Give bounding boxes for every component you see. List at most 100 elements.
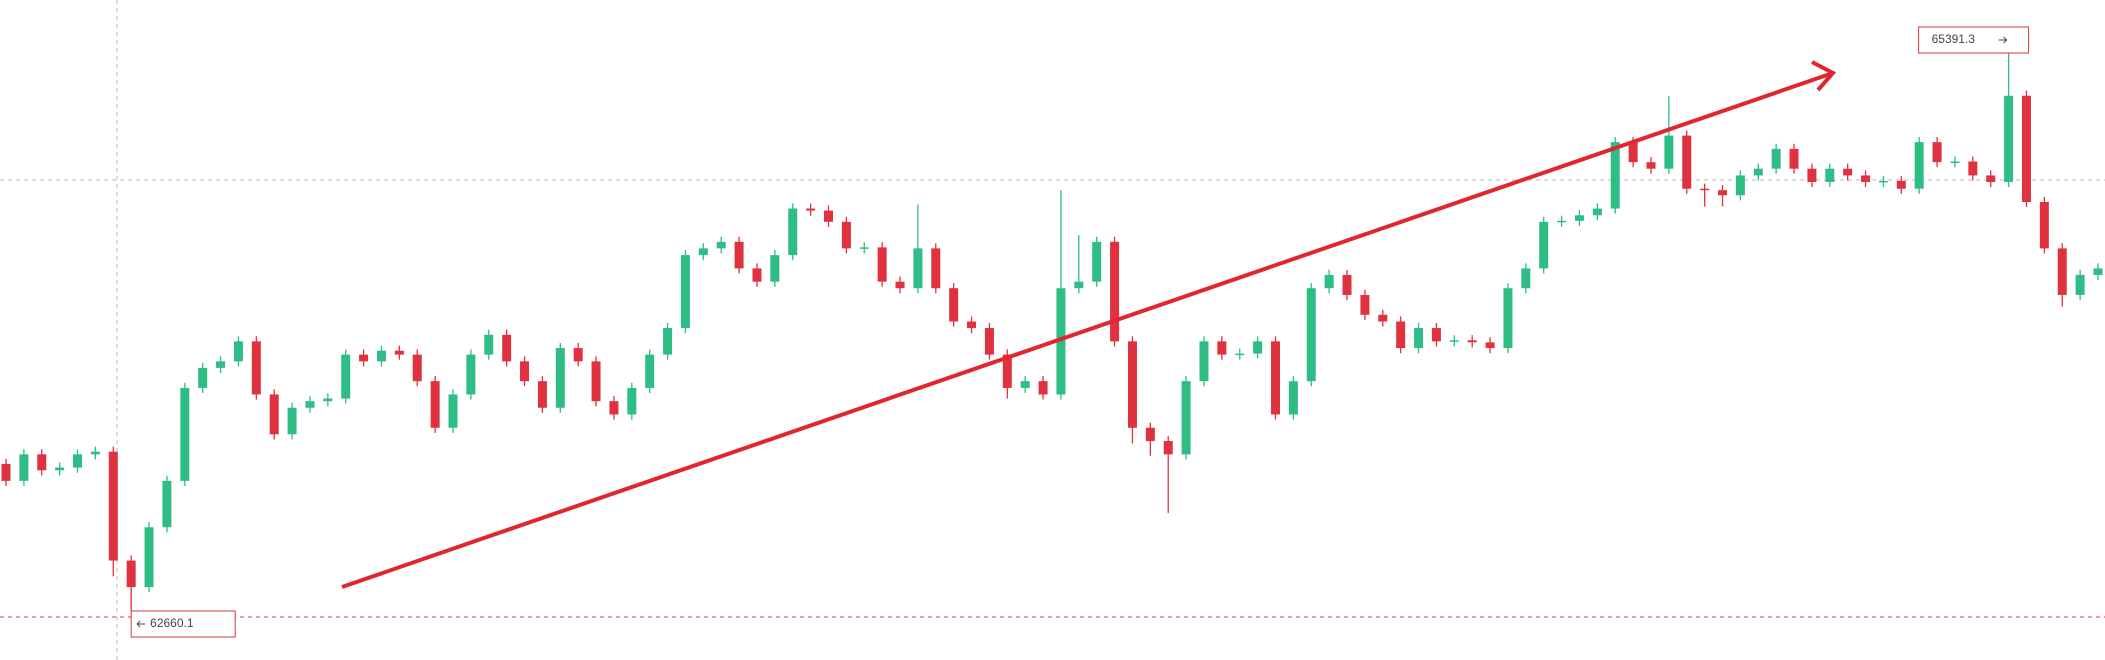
candle-body xyxy=(1789,148,1799,169)
candle-body xyxy=(1324,274,1334,289)
candle-body xyxy=(1038,381,1048,395)
candle-body xyxy=(233,341,243,362)
candle-body xyxy=(1360,294,1370,315)
candle-body xyxy=(1503,288,1513,349)
candle-body xyxy=(1628,142,1638,163)
candle-body xyxy=(1056,288,1066,395)
candle-body xyxy=(627,387,637,415)
candle-body xyxy=(1574,215,1584,221)
candle-body xyxy=(1020,381,1030,388)
candle-body xyxy=(1288,381,1298,415)
candle-body xyxy=(1968,161,1978,176)
candle-body xyxy=(359,354,369,362)
candle-body xyxy=(967,321,977,329)
candle-body xyxy=(198,367,208,388)
candle-body xyxy=(1414,328,1424,349)
candle-body xyxy=(716,241,726,249)
candle-body xyxy=(1306,288,1316,382)
candle-body xyxy=(555,348,565,408)
candle-body xyxy=(1861,175,1871,182)
candle-body xyxy=(895,281,905,289)
candle-body xyxy=(1718,190,1728,196)
candle-body xyxy=(734,241,744,269)
label-arrow xyxy=(1998,36,2008,44)
candle-body xyxy=(1896,180,1906,189)
candle-body xyxy=(162,480,172,528)
candle-body xyxy=(1753,168,1763,176)
trend-arrow xyxy=(341,60,1837,589)
candle-body xyxy=(859,247,869,249)
candle-body xyxy=(108,451,118,561)
candle-body xyxy=(1271,341,1281,415)
candle-body xyxy=(770,255,780,282)
candle-body xyxy=(1700,188,1710,191)
arrow-head xyxy=(1811,60,1837,92)
candle-body xyxy=(1682,135,1692,189)
candle-body xyxy=(591,361,601,402)
candle-body xyxy=(126,560,136,588)
candle-body xyxy=(2093,268,2103,275)
candle-body xyxy=(2004,95,2014,182)
candle-body xyxy=(1181,381,1191,455)
candle-body xyxy=(1914,142,1924,189)
candle-body xyxy=(412,354,422,382)
candle-body xyxy=(1950,161,1960,164)
candle-body xyxy=(645,354,655,388)
candle-body xyxy=(1127,341,1137,428)
high-label-box xyxy=(1918,26,2030,54)
label-arrow xyxy=(136,620,146,628)
candle-body xyxy=(1235,353,1245,356)
candle-body xyxy=(1163,441,1173,455)
candle-body xyxy=(1449,340,1459,342)
candle-body xyxy=(877,247,887,282)
candle-body xyxy=(2057,248,2067,295)
candle-body xyxy=(394,350,404,355)
candle-body xyxy=(1,463,11,481)
candle-body xyxy=(806,208,816,211)
candle-body xyxy=(1253,341,1263,354)
candle-body xyxy=(520,361,530,382)
candle-body xyxy=(1521,268,1531,289)
candle-body xyxy=(573,348,583,362)
low-label: 62660.1 xyxy=(150,616,194,630)
candle-body xyxy=(1592,208,1602,216)
candle-body xyxy=(788,208,798,256)
candle-body xyxy=(216,361,226,368)
candle-body xyxy=(913,248,923,289)
candle-body xyxy=(1074,281,1084,289)
candle-body xyxy=(1843,168,1853,176)
candle-body xyxy=(2075,274,2085,295)
candle-body xyxy=(430,381,440,428)
candle-body xyxy=(305,401,315,408)
candle-body xyxy=(1646,162,1656,169)
candle-body xyxy=(698,248,708,256)
candle-body xyxy=(1092,241,1102,282)
candle-body xyxy=(1932,142,1942,163)
candle-body xyxy=(1986,175,1996,182)
candle-body xyxy=(180,387,190,481)
candle-body xyxy=(376,350,386,362)
candle-body xyxy=(251,341,261,395)
trend-line xyxy=(341,72,1831,589)
candle-body xyxy=(1735,175,1745,196)
candle-body xyxy=(287,407,297,435)
candle-body xyxy=(609,401,619,415)
candle-body xyxy=(37,454,47,471)
candle-body xyxy=(1145,427,1155,442)
candle-body xyxy=(2039,202,2049,249)
candle-body xyxy=(1467,340,1477,343)
candle-body xyxy=(448,394,458,428)
candle-body xyxy=(949,288,959,322)
candle-body xyxy=(841,221,851,249)
candle-body xyxy=(55,467,65,471)
candle-body xyxy=(1431,328,1441,342)
candle-body xyxy=(2021,95,2031,203)
candle-body xyxy=(484,334,494,355)
candles xyxy=(1,53,2103,611)
candle-body xyxy=(323,398,333,402)
candle-body xyxy=(1002,354,1012,388)
candle-body xyxy=(680,255,690,329)
low-label-box xyxy=(130,610,236,638)
high-label: 65391.3 xyxy=(1932,32,1976,46)
